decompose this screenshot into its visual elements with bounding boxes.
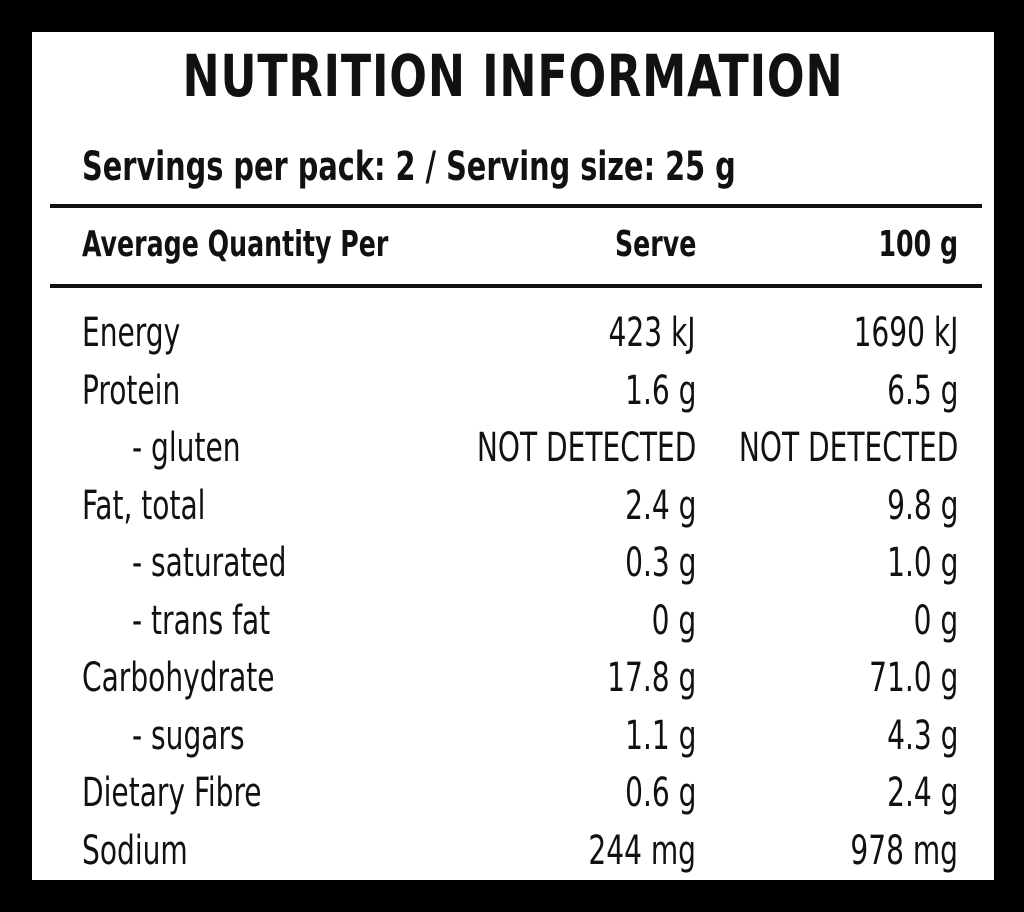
- rule: [50, 204, 982, 208]
- cell: Fat, total: [82, 482, 206, 529]
- cell: 9.8 g: [886, 482, 958, 529]
- cell: 1.6 g: [624, 367, 696, 414]
- nutrition-panel: NUTRITION INFORMATION Servings per pack:…: [32, 32, 994, 880]
- cell: 2.4 g: [624, 482, 696, 529]
- cell: Sodium: [82, 827, 188, 874]
- table-row: Sodium 244 mg 978 mg: [32, 828, 994, 886]
- cell: 0 g: [913, 597, 958, 644]
- cell: 6.5 g: [886, 367, 958, 414]
- cell: - trans fat: [132, 597, 271, 644]
- cell: 4.3 g: [886, 712, 958, 759]
- servings: Servings per pack: 2 / Serving size: 25 …: [82, 144, 736, 190]
- table-row: Energy 423 kJ 1690 kJ: [32, 310, 994, 368]
- cell: 71.0 g: [868, 655, 958, 701]
- cell: 1690 kJ: [853, 310, 958, 356]
- cell: NOT DETECTED: [476, 425, 696, 471]
- cell: - gluten: [132, 425, 241, 471]
- cell: Carbohydrate: [82, 655, 275, 701]
- table-row: - sugars 1.1 g 4.3 g: [32, 713, 994, 771]
- cell: Dietary Fibre: [82, 770, 262, 816]
- column-header: Average Quantity Per: [82, 224, 389, 265]
- table-row: Carbohydrate 17.8 g 71.0 g: [32, 655, 994, 713]
- cell: - saturated: [132, 540, 287, 586]
- cell: 0.6 g: [624, 770, 696, 816]
- table-row: - gluten NOT DETECTED NOT DETECTED: [32, 425, 994, 483]
- cell: NOT DETECTED: [738, 425, 958, 471]
- title: NUTRITION INFORMATION: [182, 42, 844, 110]
- cell: 1.1 g: [624, 712, 696, 759]
- cell: 978 mg: [850, 827, 958, 874]
- table-row: Fat, total 2.4 g 9.8 g: [32, 483, 994, 541]
- cell: 2.4 g: [886, 770, 958, 816]
- cell: 423 kJ: [608, 310, 696, 356]
- cell: 244 mg: [588, 827, 696, 874]
- cell: Protein: [82, 367, 181, 414]
- header-row: Average Quantity Per Serve 100 g: [32, 224, 994, 282]
- cell: 0.3 g: [624, 540, 696, 586]
- rule: [50, 284, 982, 288]
- cell: 0 g: [651, 597, 696, 644]
- table-row: - trans fat 0 g 0 g: [32, 598, 994, 656]
- column-header: Serve: [614, 224, 696, 265]
- cell: - sugars: [132, 712, 245, 759]
- table-row: - saturated 0.3 g 1.0 g: [32, 540, 994, 598]
- table-row: Dietary Fibre 0.6 g 2.4 g: [32, 770, 994, 828]
- cell: Energy: [82, 310, 181, 356]
- column-header: 100 g: [878, 224, 958, 265]
- cell: 1.0 g: [886, 540, 958, 586]
- table-row: Protein 1.6 g 6.5 g: [32, 368, 994, 426]
- cell: 17.8 g: [606, 655, 696, 701]
